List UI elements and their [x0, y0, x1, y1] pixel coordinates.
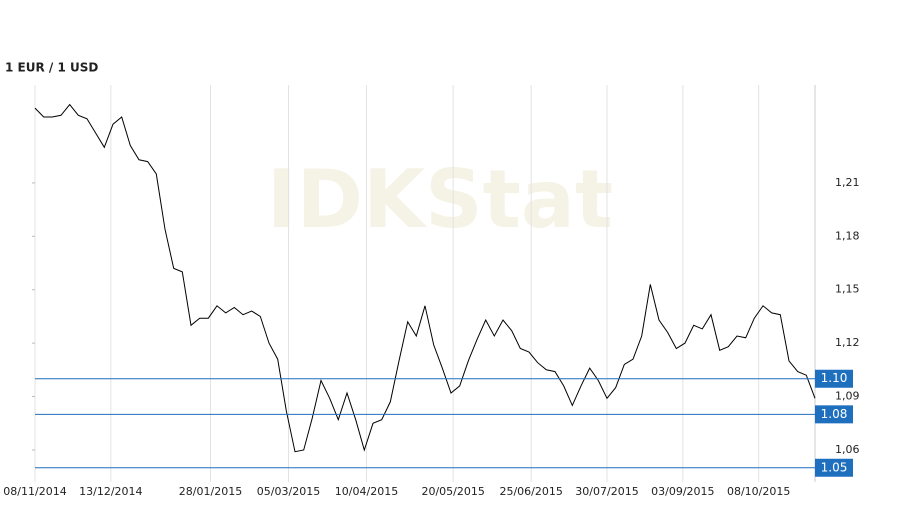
x-tick-label: 25/06/2015	[499, 485, 562, 498]
x-tick-label: 08/10/2015	[727, 485, 790, 498]
x-tick-label: 30/07/2015	[575, 485, 638, 498]
reference-label: 1.10	[821, 371, 848, 385]
x-tick-label: 13/12/2014	[79, 485, 142, 498]
reference-label: 1.05	[821, 460, 848, 474]
reference-box	[815, 458, 853, 477]
y-tick-label: 1,18	[835, 229, 860, 242]
x-tick-label: 08/11/2014	[3, 485, 66, 498]
reference-box	[815, 405, 853, 424]
price-line	[34, 103, 816, 453]
x-tick-label: 28/01/2015	[179, 485, 242, 498]
y-tick-label: 1,06	[835, 443, 860, 456]
reference-label: 1.08	[821, 407, 848, 421]
x-tick-label: 10/04/2015	[335, 485, 398, 498]
y-tick-label: 1,21	[835, 176, 860, 189]
reference-box	[815, 369, 853, 388]
y-tick-label: 1,09	[835, 390, 860, 403]
x-tick-label: 20/05/2015	[421, 485, 484, 498]
watermark: IDKStat	[267, 153, 613, 246]
chart-title: 1 EUR / 1 USD	[5, 61, 98, 75]
x-tick-label: 05/03/2015	[257, 485, 320, 498]
x-tick-label: 03/09/2015	[651, 485, 714, 498]
y-tick-label: 1,12	[835, 336, 860, 349]
y-tick-label: 1,15	[835, 283, 860, 296]
